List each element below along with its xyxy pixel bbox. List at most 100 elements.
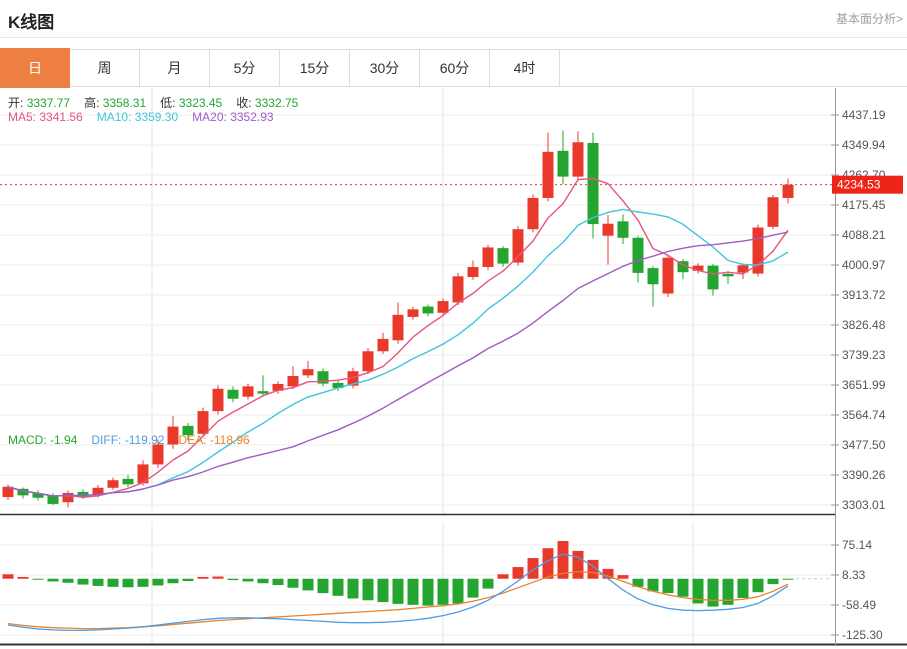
axis-label: 3390.26 (842, 468, 886, 482)
candle-down (497, 248, 509, 264)
candle-up (377, 338, 389, 352)
fundamental-analysis-link[interactable]: 基本面分析> (835, 12, 903, 26)
tab-day[interactable]: 日 (0, 48, 70, 88)
tab-4hour[interactable]: 4时 (490, 50, 560, 86)
axis-label: -125.30 (842, 628, 883, 642)
candle-down (722, 273, 734, 277)
macd-bar-positive (617, 575, 629, 579)
macd-bar-negative (242, 578, 254, 582)
tab-15min[interactable]: 15分 (280, 50, 350, 86)
macd-bar-negative (392, 578, 404, 604)
macd-bar-negative (302, 578, 314, 591)
candle-up (2, 486, 14, 498)
macd-bar-negative (737, 578, 749, 599)
candle-up (92, 487, 104, 496)
axis-label: 3477.50 (842, 438, 886, 452)
macd-bar-negative (752, 578, 764, 593)
axis-label: 3913.72 (842, 288, 886, 302)
tab-month[interactable]: 月 (140, 50, 210, 86)
candle-up (767, 197, 779, 227)
candle-up (302, 369, 314, 376)
macd-bar-negative (707, 578, 719, 607)
kline-chart[interactable]: 4437.19 4349.94 4262.70 4175.45 4088.21 4000.… (0, 88, 907, 649)
macd-bar-negative (407, 578, 419, 605)
macd-bar-negative (137, 578, 149, 587)
candle-up (272, 383, 284, 391)
candle-down (122, 478, 134, 485)
macd-bar-negative (362, 578, 374, 601)
macd-bar-negative (452, 578, 464, 604)
candle-up (662, 257, 674, 294)
macd-bar-positive (602, 568, 614, 579)
macd-bar-negative (272, 578, 284, 586)
macd-bar-negative (152, 578, 164, 586)
axis-label: 3739.23 (842, 348, 886, 362)
candle-up (602, 223, 614, 236)
chart-canvas[interactable]: 4437.194349.944262.704175.454088.214000.… (0, 88, 907, 649)
axis-label: -58.49 (842, 598, 876, 612)
candle-down (422, 306, 434, 314)
candle-down (557, 150, 569, 177)
macd-bar-negative (77, 578, 89, 585)
macd-bar-negative (422, 578, 434, 606)
candle-up (287, 376, 299, 387)
candle-down (317, 371, 329, 384)
tabs-filler (560, 50, 907, 86)
page-title: K线图 (8, 13, 55, 32)
candle-up (452, 276, 464, 303)
ma5-line (7, 177, 789, 498)
macd-bar-negative (467, 578, 479, 598)
macd-bar-positive (557, 541, 569, 579)
candle-down (227, 389, 239, 399)
axis-label: 4437.19 (842, 108, 886, 122)
candle-up (512, 229, 524, 263)
tab-30min[interactable]: 30分 (350, 50, 420, 86)
diff-line (7, 553, 789, 632)
macd-bar-positive (212, 576, 224, 579)
candle-up (542, 151, 554, 198)
candle-down (17, 488, 29, 496)
candle-up (62, 492, 74, 503)
tab-60min[interactable]: 60分 (420, 50, 490, 86)
candle-up (197, 411, 209, 434)
macd-bar-negative (662, 578, 674, 594)
candle-up (242, 386, 254, 397)
macd-bar-negative (92, 578, 104, 586)
macd-bar-positive (542, 548, 554, 579)
axis-label: 8.33 (842, 568, 866, 582)
candle-up (527, 197, 539, 230)
axis-label: 4349.94 (842, 138, 886, 152)
candle-up (152, 444, 164, 465)
period-tabs: 日 周 月 5分 15分 30分 60分 4时 (0, 48, 907, 88)
candle-down (77, 491, 89, 497)
axis-label: 4000.97 (842, 258, 886, 272)
macd-bar-positive (587, 559, 599, 579)
candle-down (632, 237, 644, 273)
macd-bar-positive (572, 550, 584, 579)
macd-bar-negative (647, 578, 659, 592)
candle-up (782, 184, 794, 198)
candle-down (587, 142, 599, 225)
axis-label: 4088.21 (842, 228, 886, 242)
tab-5min[interactable]: 5分 (210, 50, 280, 86)
macd-bar-negative (377, 578, 389, 603)
macd-bar-negative (257, 578, 269, 584)
candle-up (467, 267, 479, 278)
macd-bar-negative (287, 578, 299, 588)
current-price-badge-text: 4234.53 (837, 178, 881, 192)
tab-week[interactable]: 周 (70, 50, 140, 86)
candle-up (692, 265, 704, 271)
macd-bar-negative (317, 578, 329, 594)
candle-up (107, 480, 119, 488)
axis-label: 3651.99 (842, 378, 886, 392)
candle-down (647, 268, 659, 285)
macd-bar-positive (17, 576, 29, 579)
axis-label: 3826.48 (842, 318, 886, 332)
macd-bar-negative (632, 578, 644, 587)
price-axis: 4437.194349.944262.704175.454088.214000.… (831, 108, 886, 642)
current-price-badge: 4234.53 (832, 175, 903, 194)
macd-bar-negative (347, 578, 359, 599)
macd-bar-negative (332, 578, 344, 596)
macd-bar-negative (32, 578, 44, 580)
